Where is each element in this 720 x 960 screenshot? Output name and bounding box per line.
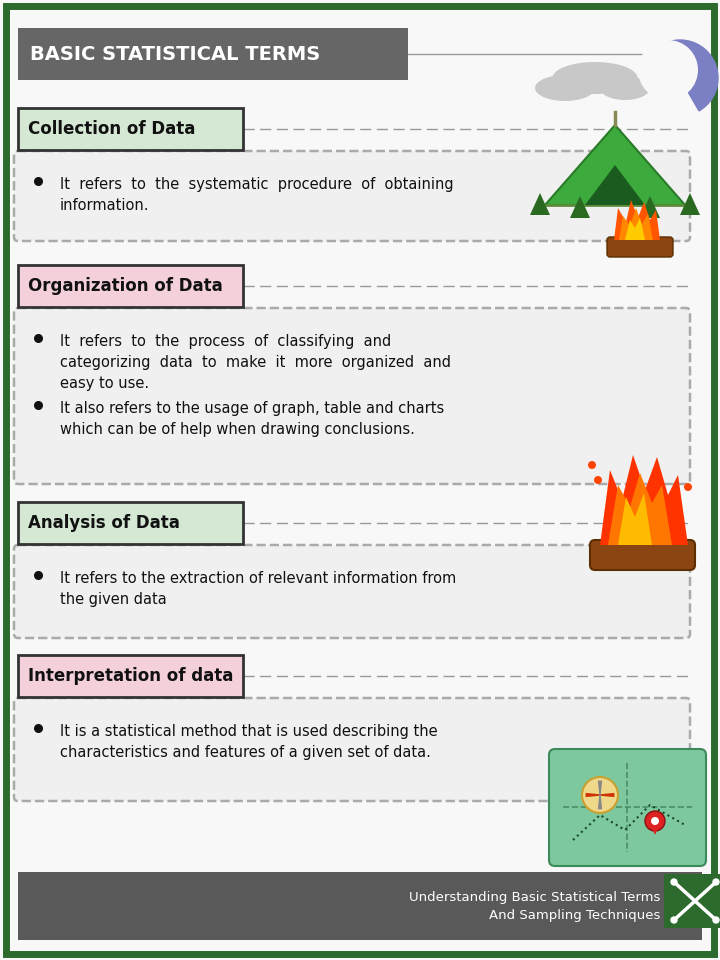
Circle shape: [638, 40, 698, 100]
Text: Organization of Data: Organization of Data: [28, 277, 222, 295]
FancyBboxPatch shape: [18, 655, 243, 697]
Text: BASIC STATISTICAL TERMS: BASIC STATISTICAL TERMS: [30, 44, 320, 63]
Polygon shape: [593, 793, 614, 797]
Polygon shape: [608, 473, 672, 545]
Ellipse shape: [552, 62, 637, 94]
FancyBboxPatch shape: [18, 108, 243, 150]
Polygon shape: [614, 200, 660, 240]
Ellipse shape: [600, 76, 650, 100]
FancyBboxPatch shape: [18, 872, 702, 940]
Circle shape: [588, 461, 596, 469]
FancyBboxPatch shape: [14, 698, 690, 801]
Text: It  refers  to  the  systematic  procedure  of  obtaining
information.: It refers to the systematic procedure of…: [60, 177, 454, 213]
Circle shape: [713, 879, 719, 885]
Polygon shape: [649, 821, 661, 835]
Ellipse shape: [535, 75, 595, 101]
FancyBboxPatch shape: [6, 6, 714, 954]
Text: It also refers to the usage of graph, table and charts
which can be of help when: It also refers to the usage of graph, ta…: [60, 401, 444, 437]
FancyBboxPatch shape: [664, 874, 720, 928]
Circle shape: [645, 811, 665, 831]
Text: Analysis of Data: Analysis of Data: [28, 514, 180, 532]
Circle shape: [671, 879, 677, 885]
Text: Interpretation of data: Interpretation of data: [28, 667, 233, 685]
Wedge shape: [644, 40, 718, 111]
Text: It is a statistical method that is used describing the
characteristics and featu: It is a statistical method that is used …: [60, 724, 438, 760]
Circle shape: [684, 483, 692, 491]
Polygon shape: [545, 125, 685, 205]
Circle shape: [594, 476, 602, 484]
Polygon shape: [598, 788, 602, 809]
FancyBboxPatch shape: [18, 502, 243, 544]
Circle shape: [713, 917, 719, 923]
Polygon shape: [585, 793, 607, 797]
Polygon shape: [600, 455, 688, 545]
FancyBboxPatch shape: [18, 28, 408, 80]
FancyBboxPatch shape: [607, 237, 673, 257]
Polygon shape: [619, 208, 653, 240]
FancyBboxPatch shape: [14, 151, 690, 241]
Polygon shape: [598, 780, 602, 803]
Polygon shape: [640, 196, 660, 218]
FancyBboxPatch shape: [18, 265, 243, 307]
FancyBboxPatch shape: [549, 749, 706, 866]
Text: It refers to the extraction of relevant information from
the given data: It refers to the extraction of relevant …: [60, 571, 456, 607]
Text: Understanding Basic Statistical Terms
And Sampling Techniques: Understanding Basic Statistical Terms An…: [409, 891, 660, 922]
Polygon shape: [530, 193, 550, 215]
FancyBboxPatch shape: [14, 308, 690, 484]
FancyBboxPatch shape: [14, 545, 690, 638]
Text: It  refers  to  the  process  of  classifying  and
categorizing  data  to  make : It refers to the process of classifying …: [60, 334, 451, 391]
Circle shape: [671, 917, 677, 923]
Circle shape: [651, 817, 659, 825]
Polygon shape: [680, 193, 700, 215]
Polygon shape: [570, 196, 590, 218]
Circle shape: [582, 777, 618, 813]
Polygon shape: [618, 493, 652, 545]
Polygon shape: [625, 218, 645, 240]
Polygon shape: [585, 165, 645, 205]
Text: Collection of Data: Collection of Data: [28, 120, 195, 138]
FancyBboxPatch shape: [590, 540, 695, 570]
